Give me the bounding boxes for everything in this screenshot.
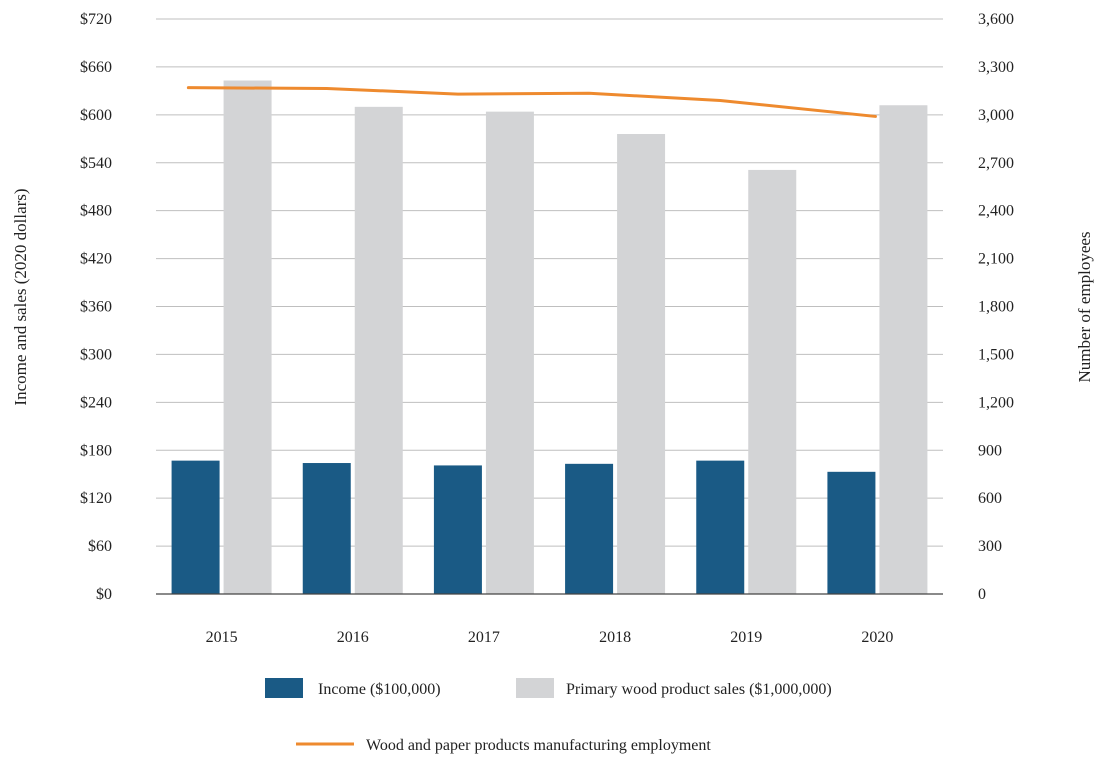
y-axis-title: Income and sales (2020 dollars) — [11, 188, 30, 405]
sales-bar — [879, 105, 928, 594]
x-tick-label: 2020 — [861, 629, 893, 646]
y2-tick-label: 900 — [978, 442, 1002, 459]
y2-tick-label: 1,800 — [978, 299, 1014, 316]
y2-tick-label: 600 — [978, 490, 1002, 507]
x-tick-label: 2018 — [599, 629, 631, 646]
x-tick-label: 2016 — [337, 629, 369, 646]
employment-line — [186, 86, 877, 118]
legend-swatch-sales — [516, 678, 554, 698]
y2-tick-label: 3,300 — [978, 59, 1014, 76]
x-tick-label: 2019 — [730, 629, 762, 646]
y-tick-label: $300 — [80, 346, 112, 363]
y2-tick-label: 2,100 — [978, 251, 1014, 268]
sales-bar — [748, 169, 797, 594]
y-tick-label: $540 — [80, 155, 112, 172]
y-tick-label: $720 — [80, 11, 112, 28]
legend-label-employment: Wood and paper products manufacturing em… — [366, 737, 711, 754]
y-tick-label: $660 — [80, 59, 112, 76]
y2-tick-label: 2,700 — [978, 155, 1014, 172]
y2-tick-label: 1,500 — [978, 346, 1014, 363]
y2-tick-label: 300 — [978, 538, 1002, 555]
y-tick-label: $60 — [88, 538, 112, 555]
y2-tick-label: 3,600 — [978, 11, 1014, 28]
y-tick-label: $480 — [80, 203, 112, 220]
legend-swatch-income — [265, 678, 303, 698]
legend-label-income: Income ($100,000) — [318, 681, 441, 698]
bars — [171, 80, 928, 595]
x-tick-label: 2017 — [468, 629, 500, 646]
legend-label-sales: Primary wood product sales ($1,000,000) — [566, 681, 832, 698]
sales-bar — [617, 134, 666, 594]
y-tick-label: $0 — [96, 586, 112, 603]
sales-bar — [223, 80, 272, 595]
legend: Income ($100,000) Primary wood product s… — [265, 678, 832, 754]
y-tick-label: $240 — [80, 394, 112, 411]
employment-series-line — [186, 86, 877, 118]
income-bar — [827, 471, 876, 594]
income-bar — [433, 465, 482, 594]
y-tick-label: $180 — [80, 442, 112, 459]
y-tick-label: $420 — [80, 251, 112, 268]
income-bar — [696, 460, 745, 594]
gridlines — [156, 18, 943, 547]
y-tick-label: $120 — [80, 490, 112, 507]
sales-bar — [485, 111, 534, 594]
income-bar — [302, 463, 351, 594]
x-tick-label: 2015 — [206, 629, 238, 646]
y-tick-label: $360 — [80, 299, 112, 316]
income-bar — [171, 460, 220, 594]
y-tick-label: $600 — [80, 107, 112, 124]
sales-bar — [354, 106, 403, 594]
y2-axis-title: Number of employees — [1075, 231, 1094, 382]
y2-tick-label: 1,200 — [978, 394, 1014, 411]
y2-tick-label: 3,000 — [978, 107, 1014, 124]
y2-tick-label: 0 — [978, 586, 986, 603]
y2-tick-label: 2,400 — [978, 203, 1014, 220]
income-bar — [565, 463, 614, 594]
axes: $0 0 $60 300 $120 600 $180 900 $240 1,200 $300 1,50… — [80, 11, 1014, 646]
